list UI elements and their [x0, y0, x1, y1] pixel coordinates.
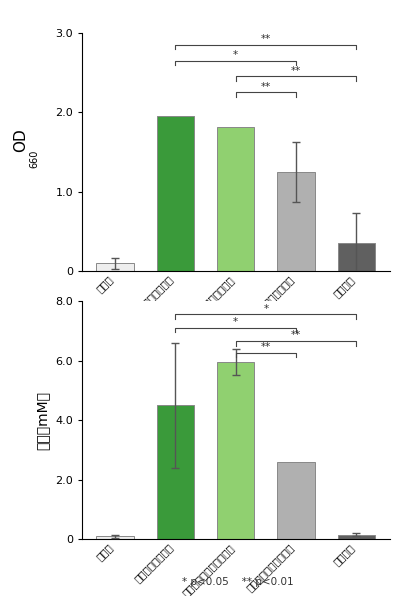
Bar	[337, 535, 374, 539]
Bar	[96, 536, 133, 539]
Bar	[276, 172, 314, 271]
Text: * p<0.05    ** p<0.01: * p<0.05 ** p<0.01	[182, 577, 293, 587]
Text: **: **	[260, 34, 270, 44]
Bar	[96, 263, 133, 271]
Text: **: **	[260, 82, 270, 92]
Bar	[156, 116, 194, 271]
Bar	[337, 243, 374, 271]
Text: **: **	[290, 330, 301, 340]
Y-axis label: 酯酸（mM）: 酯酸（mM）	[36, 391, 49, 449]
Bar	[156, 405, 194, 539]
Text: OD: OD	[13, 128, 28, 152]
Bar	[276, 462, 314, 539]
Text: **: **	[260, 342, 270, 352]
Text: *: *	[263, 303, 268, 313]
Bar	[216, 126, 254, 271]
Text: **: **	[290, 66, 301, 76]
Text: *: *	[233, 49, 238, 60]
Bar	[216, 362, 254, 539]
Text: *: *	[233, 317, 238, 327]
Text: 660: 660	[29, 150, 39, 168]
